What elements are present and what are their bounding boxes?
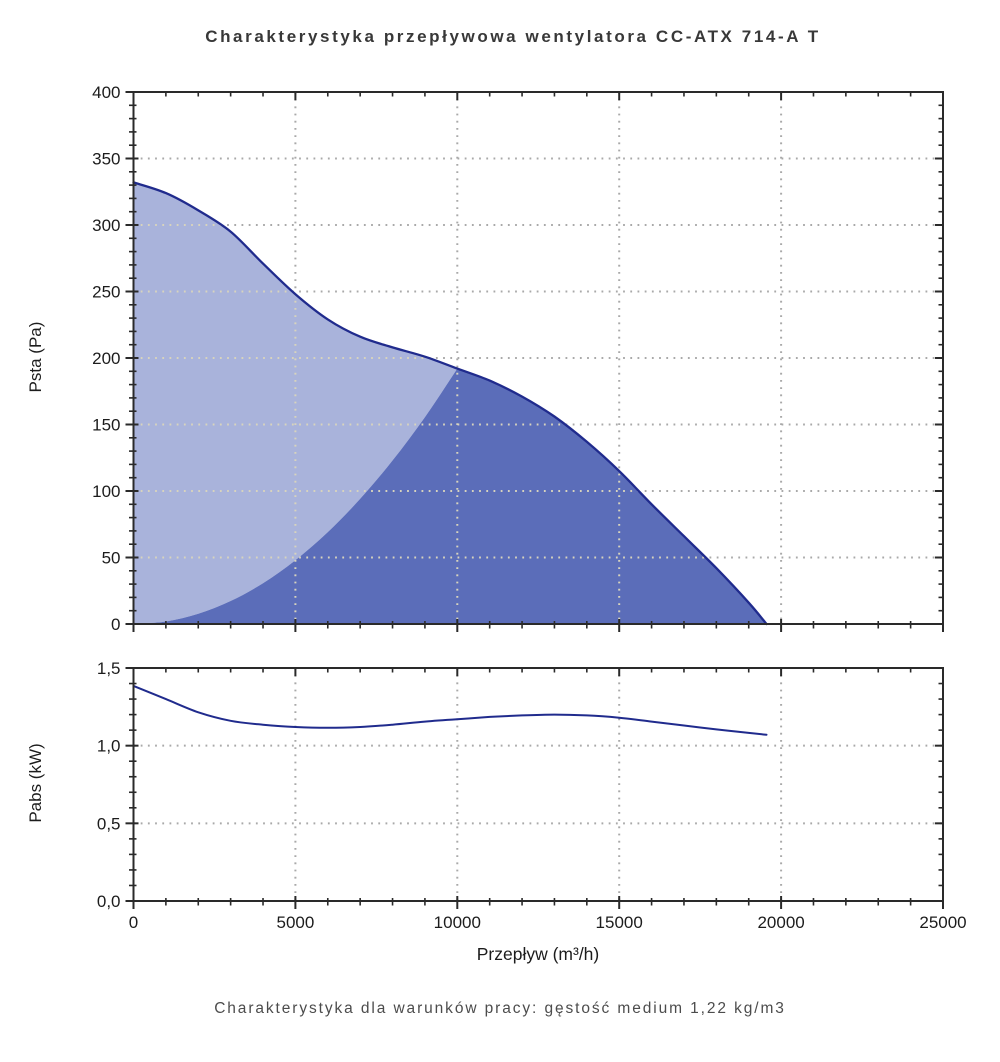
- plot-frame: [132, 667, 944, 902]
- y-tick-label: 200: [92, 349, 120, 368]
- region-right-of-boundary: [133, 368, 767, 624]
- gridlines: [133, 668, 943, 901]
- y-tick-label: 0,5: [97, 814, 121, 833]
- y-tick-label: 400: [92, 83, 120, 102]
- y-tick-label: 1,0: [97, 737, 121, 756]
- x-tick-label: 10000: [434, 913, 481, 932]
- top-chart-psta: 0 50 100 150 200 250 300 350 400: [92, 83, 944, 634]
- y-tick-label: 100: [92, 482, 120, 501]
- y-tick-label: 300: [92, 216, 120, 235]
- x-tick-label: 15000: [596, 913, 643, 932]
- y-axis-title-pabs: Pabs (kW): [26, 743, 45, 823]
- y-tick-label: 1,5: [97, 659, 121, 678]
- y-tick-label: 0: [111, 615, 120, 634]
- y-axis-title-psta: Psta (Pa): [26, 321, 45, 393]
- x-tick-label: 20000: [757, 913, 804, 932]
- x-tick-label: 0: [129, 913, 138, 932]
- chart-title: Charakterystyka przepływowa wentylatora …: [205, 27, 821, 46]
- operating-conditions-caption: Charakterystyka dla warunków pracy: gęst…: [214, 1000, 786, 1017]
- y-tick-label: 50: [102, 549, 121, 568]
- y-tick-label: 350: [92, 150, 120, 169]
- absorbed-power-curve: [132, 684, 768, 736]
- y-tick-label: 250: [92, 283, 120, 302]
- y-tick-label: 150: [92, 416, 120, 435]
- fan-pressure-curve: [132, 181, 768, 626]
- y-tick-label: 0,0: [97, 892, 121, 911]
- bottom-chart-pabs: 0,0 0,5 1,0 1,5 0 5000 10000 15000 20000 25000: [97, 659, 967, 932]
- x-tick-label: 5000: [276, 913, 314, 932]
- x-tick-label: 25000: [919, 913, 966, 932]
- x-axis-title: Przepływ (m³/h): [476, 944, 600, 964]
- axis-ticks: [125, 91, 944, 632]
- axis-ticks: [125, 667, 944, 909]
